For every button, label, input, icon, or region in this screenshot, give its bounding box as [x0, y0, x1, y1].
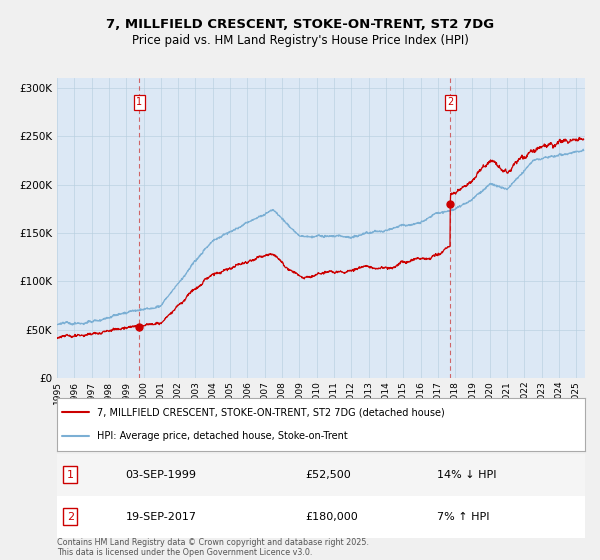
- Text: 7, MILLFIELD CRESCENT, STOKE-ON-TRENT, ST2 7DG (detached house): 7, MILLFIELD CRESCENT, STOKE-ON-TRENT, S…: [97, 408, 445, 418]
- Text: HPI: Average price, detached house, Stoke-on-Trent: HPI: Average price, detached house, Stok…: [97, 431, 347, 441]
- Text: Price paid vs. HM Land Registry's House Price Index (HPI): Price paid vs. HM Land Registry's House …: [131, 34, 469, 46]
- Text: 1: 1: [67, 470, 74, 479]
- Text: 7, MILLFIELD CRESCENT, STOKE-ON-TRENT, ST2 7DG: 7, MILLFIELD CRESCENT, STOKE-ON-TRENT, S…: [106, 18, 494, 31]
- Text: Contains HM Land Registry data © Crown copyright and database right 2025.
This d: Contains HM Land Registry data © Crown c…: [57, 538, 369, 557]
- Text: 19-SEP-2017: 19-SEP-2017: [125, 512, 197, 521]
- Text: 7% ↑ HPI: 7% ↑ HPI: [437, 512, 490, 521]
- Text: £180,000: £180,000: [305, 512, 358, 521]
- Text: 2: 2: [447, 97, 454, 108]
- Text: 14% ↓ HPI: 14% ↓ HPI: [437, 470, 497, 479]
- Text: 2: 2: [67, 512, 74, 521]
- Text: £52,500: £52,500: [305, 470, 351, 479]
- Text: 1: 1: [136, 97, 142, 108]
- Text: 03-SEP-1999: 03-SEP-1999: [125, 470, 197, 479]
